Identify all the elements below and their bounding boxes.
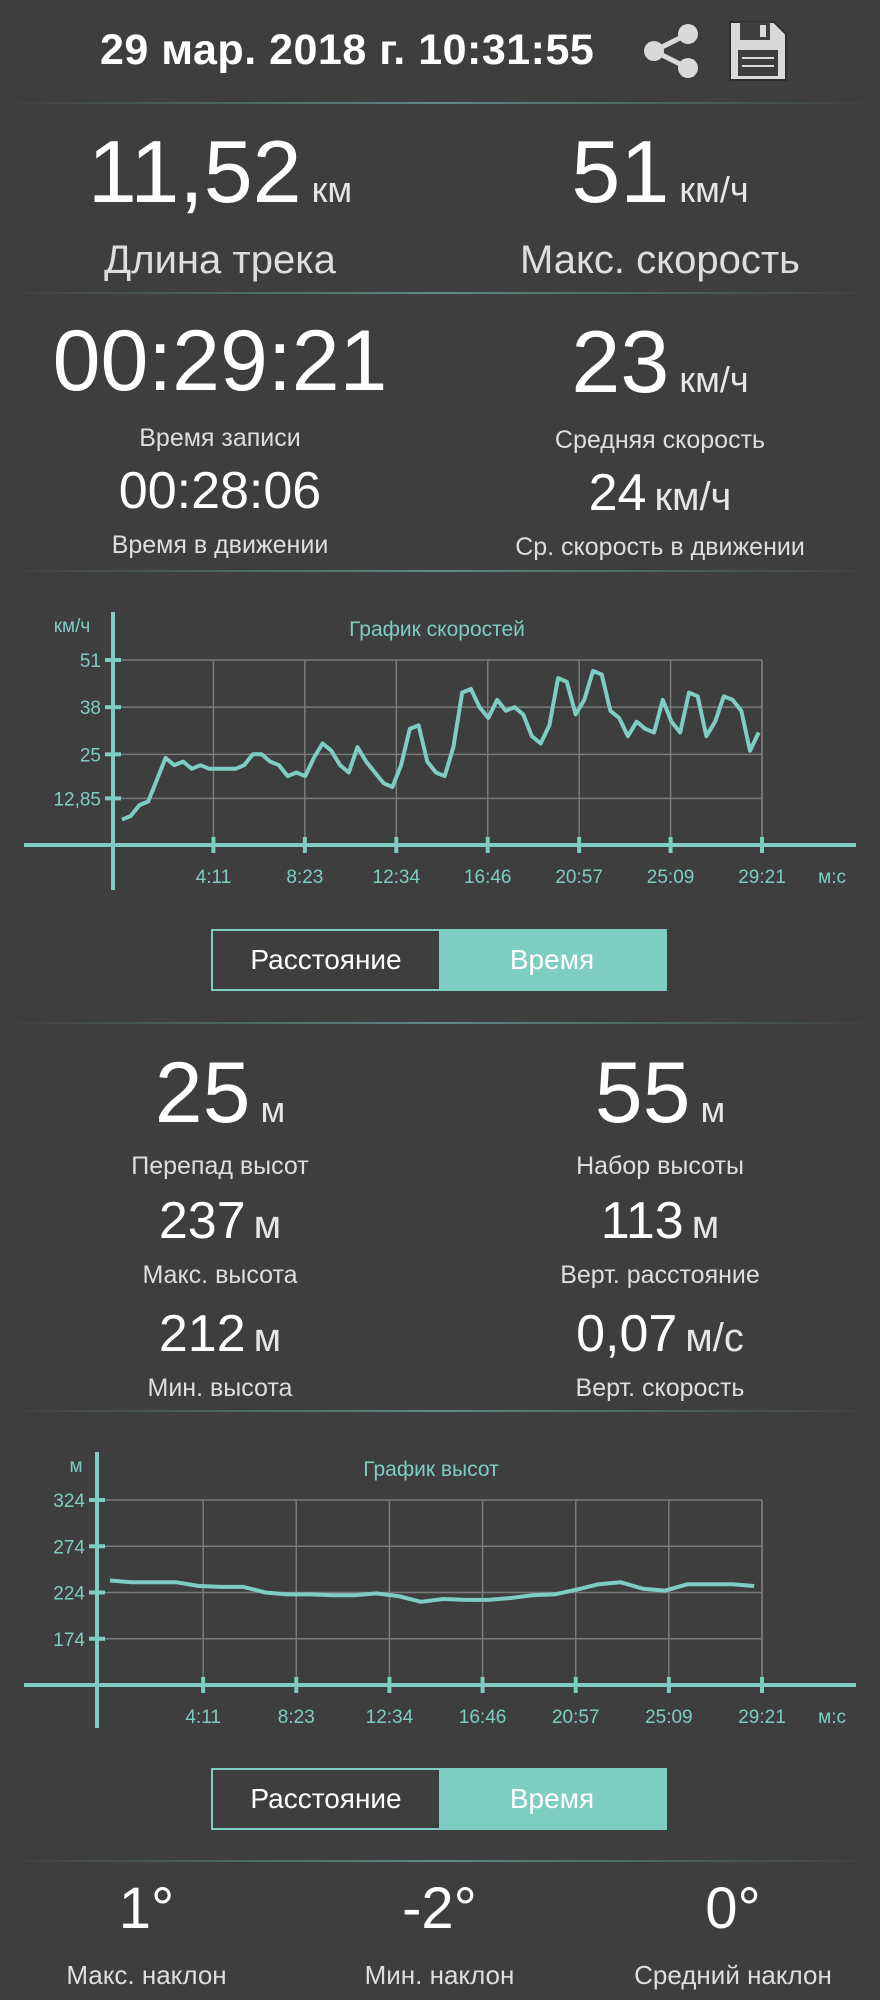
elevation-y-axis-label: м: [69, 1456, 82, 1477]
avg-moving-speed-value: 24 км/ч: [588, 464, 732, 522]
moving-time-label: Время в движении: [111, 531, 329, 559]
speed-y-tick-label: 51: [80, 651, 101, 672]
divider: [0, 570, 880, 572]
elevation-min-value: 212 м: [158, 1305, 282, 1363]
elevation-min-unit: м: [253, 1316, 282, 1360]
floppy-save-icon[interactable]: [722, 16, 792, 86]
max-speed-label: Макс. скорость: [519, 238, 801, 282]
share-icon[interactable]: [636, 16, 706, 86]
elevation-x-axis-label: м:с: [818, 1707, 846, 1728]
speed-y-tick-label: 38: [80, 698, 101, 719]
elevation-diff-unit: м: [260, 1089, 286, 1130]
speed-x-tick-label: 12:34: [373, 867, 421, 888]
slope-max-block: 1° Макс. наклон: [0, 1880, 293, 1991]
avg-speed-label: Средняя скорость: [554, 426, 766, 454]
elevation-x-tick-label: 20:57: [552, 1707, 600, 1728]
elevation-min-label: Мин. высота: [147, 1374, 293, 1402]
elevation-gain-value: 55 м: [594, 1045, 726, 1141]
elevation-left-block: 25 м Перепад высот 237 м Макс. высота 212 м…: [0, 1050, 440, 1403]
distance-unit: км: [311, 169, 353, 210]
elevation-x-tick-label: 16:46: [459, 1707, 507, 1728]
divider: [0, 102, 880, 104]
elevation-toggle-time[interactable]: Время: [439, 1770, 665, 1828]
slope-min-value: -2°: [402, 1876, 477, 1941]
elevation-chart-title: График высот: [363, 1458, 499, 1481]
avg-speed-block: 23 км/ч Средняя скорость 24 км/ч Ср. скоро…: [440, 318, 880, 562]
elevation-right-block: 55 м Набор высоты 113 м Верт. расстояние 0…: [440, 1050, 880, 1403]
speed-x-tick-label: 25:09: [647, 867, 695, 888]
slope-avg-value: 0°: [705, 1876, 761, 1941]
speed-y-tick-label: 12,85: [53, 789, 101, 810]
vert-distance-value: 113 м: [600, 1192, 720, 1250]
elevation-x-tick-label: 25:09: [645, 1707, 693, 1728]
distance-label: Длина трека: [104, 238, 336, 282]
elevation-gain-label: Набор высоты: [576, 1152, 744, 1180]
vert-speed-value: 0,07 м/с: [576, 1305, 744, 1363]
elevation-x-tick-label: 29:21: [738, 1707, 786, 1728]
divider: [0, 1860, 880, 1862]
avg-moving-speed-unit: км/ч: [654, 475, 732, 519]
elevation-gain-unit: м: [700, 1089, 726, 1130]
elevation-max-unit: м: [253, 1203, 282, 1247]
avg-moving-speed-label: Ср. скорость в движении: [515, 533, 805, 561]
speed-chart-title: График скоростей: [349, 618, 525, 641]
elevation-chart: 174 224 274 324 4:11 8:23 12:34 16:46 20:57 25:09…: [24, 1452, 856, 1728]
vert-speed-label: Верт. скорость: [575, 1374, 745, 1402]
slope-avg-label: Средний наклон: [634, 1960, 832, 1990]
elevation-diff-value: 25 м: [154, 1045, 286, 1141]
vert-speed-unit: м/с: [685, 1316, 744, 1360]
max-speed-unit: км/ч: [679, 169, 749, 210]
elevation-x-tick-label: 12:34: [366, 1707, 414, 1728]
speed-x-tick-label: 8:23: [286, 867, 323, 888]
divider: [0, 1022, 880, 1024]
speed-chart: 12,85 25 38 51 4:11 8:23 12:34 16:46 20:57 25:09 2…: [24, 612, 856, 890]
slope-min-label: Мин. наклон: [364, 1960, 515, 1990]
speed-series-line: [121, 668, 761, 822]
speed-x-axis-label: м:с: [818, 867, 846, 888]
speed-toggle-distance[interactable]: Расстояние: [250, 944, 402, 975]
elevation-x-tick-label: 8:23: [278, 1707, 315, 1728]
elevation-y-tick-label: 224: [53, 1584, 85, 1605]
speed-chart-toggle: Расстояние Время: [211, 929, 667, 991]
divider: [0, 1410, 880, 1412]
slope-min-block: -2° Мин. наклон: [293, 1880, 586, 1991]
elevation-max-value: 237 м: [158, 1192, 282, 1250]
distance-value: 11,52 км: [87, 122, 353, 221]
max-speed-value: 51 км/ч: [571, 122, 749, 221]
elevation-y-tick-label: 274: [53, 1537, 85, 1558]
vert-distance-unit: м: [691, 1203, 720, 1247]
speed-x-tick-label: 20:57: [555, 867, 603, 888]
record-time-block: 00:29:21 Время записи 00:28:06 Время в д…: [0, 318, 440, 560]
elevation-chart-toggle: Расстояние Время: [211, 1768, 667, 1830]
moving-time-value: 00:28:06: [118, 462, 322, 520]
elevation-toggle-distance[interactable]: Расстояние: [250, 1783, 402, 1814]
elevation-y-tick-label: 324: [53, 1491, 85, 1512]
elevation-x-tick-label: 4:11: [185, 1707, 221, 1728]
slope-avg-block: 0° Средний наклон: [586, 1880, 880, 1991]
speed-x-tick-label: 4:11: [196, 867, 232, 888]
divider: [0, 292, 880, 294]
avg-speed-unit: км/ч: [679, 359, 749, 400]
max-speed-block: 51 км/ч Макс. скорость: [440, 128, 880, 283]
record-time-value: 00:29:21: [52, 313, 388, 409]
elevation-y-tick-label: 174: [53, 1630, 85, 1651]
speed-y-tick-label: 25: [80, 745, 101, 766]
speed-x-tick-label: 29:21: [738, 867, 786, 888]
speed-y-axis-label: км/ч: [54, 616, 91, 637]
header-datetime: 29 мар. 2018 г. 10:31:55: [100, 26, 595, 74]
elevation-max-label: Макс. высота: [142, 1261, 298, 1289]
avg-speed-value: 23 км/ч: [571, 312, 749, 411]
vert-distance-label: Верт. расстояние: [560, 1261, 760, 1289]
slope-max-value: 1°: [118, 1876, 175, 1941]
speed-toggle-time[interactable]: Время: [439, 931, 665, 989]
speed-x-tick-label: 16:46: [464, 867, 512, 888]
slope-max-label: Макс. наклон: [66, 1960, 227, 1990]
record-time-label: Время записи: [139, 424, 301, 452]
elevation-series-line: [109, 1578, 755, 1604]
elevation-diff-label: Перепад высот: [131, 1152, 309, 1180]
distance-block: 11,52 км Длина трека: [0, 128, 440, 283]
